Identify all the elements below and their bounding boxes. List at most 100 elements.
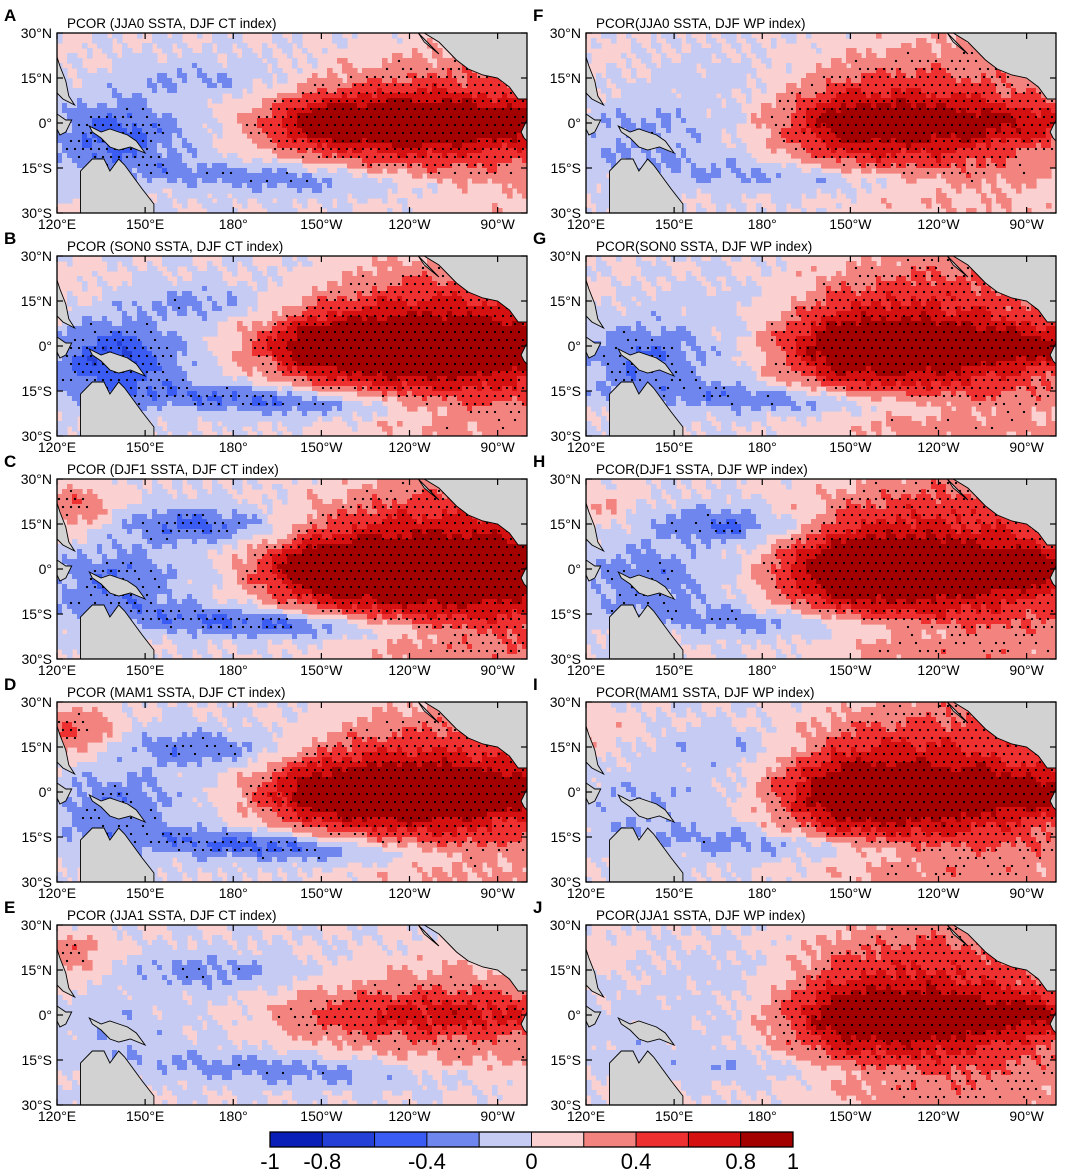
y-tick-label: 15°N bbox=[21, 293, 52, 309]
y-tick-label: 15°N bbox=[21, 739, 52, 755]
x-tick-label: 90°W bbox=[1009, 216, 1044, 232]
x-tick-label: 120°W bbox=[917, 439, 960, 455]
correlation-field bbox=[586, 33, 1056, 213]
correlation-field bbox=[586, 256, 1056, 436]
y-tick-label: 30°S bbox=[21, 1097, 52, 1113]
panel-j: 120°E 150°E 180° 150°W 120°W 90°W 30°N 15°N 0° 15… bbox=[533, 898, 1057, 1124]
y-tick-label: 30°S bbox=[550, 1097, 581, 1113]
x-tick-label: 90°W bbox=[480, 439, 515, 455]
panel-title: PCOR(MAM1 SSTA, DJF WP index) bbox=[596, 685, 815, 700]
x-tick-label: 150°E bbox=[126, 1108, 164, 1124]
x-tick-label: 120°W bbox=[917, 885, 960, 901]
x-tick-label: 150°E bbox=[655, 439, 693, 455]
x-tick-label: 180° bbox=[748, 662, 777, 678]
y-tick-label: 30°S bbox=[21, 428, 52, 444]
panel-letter: F bbox=[533, 6, 543, 25]
y-tick-label: 0° bbox=[568, 561, 581, 577]
y-tick-label: 30°S bbox=[550, 651, 581, 667]
y-tick-label: 15°S bbox=[550, 160, 581, 176]
x-tick-label: 150°W bbox=[300, 885, 343, 901]
colorbar: -1 -0.8 -0.4 0 0.4 0.8 1 bbox=[260, 1131, 799, 1174]
x-tick-label: 90°W bbox=[1009, 439, 1044, 455]
correlation-field bbox=[57, 702, 527, 882]
colorbar-segment bbox=[740, 1131, 794, 1148]
colorbar-label: 0.8 bbox=[725, 1149, 756, 1174]
y-tick-label: 30°N bbox=[21, 917, 52, 933]
colorbar-label: 0 bbox=[525, 1149, 537, 1174]
x-tick-label: 120°E bbox=[38, 1108, 76, 1124]
x-tick-label: 90°W bbox=[1009, 1108, 1044, 1124]
y-tick-label: 0° bbox=[39, 338, 52, 354]
panel-letter: H bbox=[533, 452, 545, 471]
x-tick-label: 120°W bbox=[388, 439, 431, 455]
panel-letter: A bbox=[4, 6, 16, 25]
x-tick-label: 120°W bbox=[388, 1108, 431, 1124]
colorbar-segment bbox=[269, 1131, 323, 1148]
colorbar-segment bbox=[478, 1131, 532, 1148]
x-tick-label: 180° bbox=[748, 439, 777, 455]
x-tick-label: 150°W bbox=[829, 1108, 872, 1124]
x-tick-label: 120°E bbox=[38, 885, 76, 901]
x-tick-label: 150°W bbox=[300, 662, 343, 678]
panel-letter: I bbox=[533, 675, 538, 694]
x-tick-label: 120°E bbox=[567, 885, 605, 901]
colorbar-segment bbox=[687, 1131, 742, 1148]
y-tick-label: 15°N bbox=[21, 962, 52, 978]
y-tick-label: 30°S bbox=[21, 205, 52, 221]
x-tick-label: 150°E bbox=[126, 216, 164, 232]
panel-e: 120°E 150°E 180° 150°W 120°W 90°W 30°N 15°N 0° 15… bbox=[4, 898, 528, 1124]
x-tick-label: 180° bbox=[219, 439, 248, 455]
y-tick-label: 30°N bbox=[550, 248, 581, 264]
y-tick-label: 15°S bbox=[21, 1052, 52, 1068]
x-tick-label: 120°W bbox=[917, 216, 960, 232]
panel-title: PCOR(JJA1 SSTA, DJF WP index) bbox=[596, 908, 806, 923]
x-tick-label: 90°W bbox=[1009, 885, 1044, 901]
land-mask bbox=[586, 702, 1056, 882]
land-mask bbox=[586, 33, 1056, 213]
y-tick-label: 30°S bbox=[550, 428, 581, 444]
correlation-field bbox=[586, 702, 1056, 882]
x-tick-label: 120°E bbox=[567, 216, 605, 232]
x-tick-label: 150°E bbox=[126, 439, 164, 455]
land-mask bbox=[57, 33, 527, 213]
colorbar-segment bbox=[321, 1131, 376, 1148]
colorbar-segment bbox=[531, 1131, 585, 1148]
y-tick-label: 0° bbox=[39, 1007, 52, 1023]
x-tick-label: 180° bbox=[219, 662, 248, 678]
x-tick-label: 90°W bbox=[1009, 662, 1044, 678]
y-tick-label: 15°N bbox=[550, 70, 581, 86]
x-tick-label: 90°W bbox=[480, 662, 515, 678]
panel-title: PCOR(SON0 SSTA, DJF WP index) bbox=[596, 239, 812, 254]
panel-letter: E bbox=[4, 898, 15, 917]
panel-title: PCOR(JJA0 SSTA, DJF WP index) bbox=[596, 16, 806, 31]
x-tick-label: 120°W bbox=[388, 216, 431, 232]
y-tick-label: 0° bbox=[568, 115, 581, 131]
y-tick-label: 30°S bbox=[550, 205, 581, 221]
panel-letter: G bbox=[533, 229, 546, 248]
y-tick-label: 15°S bbox=[21, 160, 52, 176]
y-tick-label: 30°N bbox=[550, 917, 581, 933]
y-tick-label: 30°N bbox=[550, 471, 581, 487]
y-tick-label: 15°S bbox=[550, 1052, 581, 1068]
land-mask bbox=[57, 479, 527, 659]
panel-title: PCOR (SON0 SSTA, DJF CT index) bbox=[67, 239, 283, 254]
y-tick-label: 30°S bbox=[21, 651, 52, 667]
y-tick-label: 15°S bbox=[21, 606, 52, 622]
panel-letter: B bbox=[4, 229, 16, 248]
x-tick-label: 120°E bbox=[567, 662, 605, 678]
significance-stippling bbox=[61, 943, 525, 1075]
y-tick-label: 15°N bbox=[21, 70, 52, 86]
panel-b: 120°E 150°E 180° 150°W 120°W 90°W 30°N 15°N 0° 15… bbox=[4, 229, 528, 455]
land-mask bbox=[586, 256, 1056, 436]
y-tick-label: 30°N bbox=[21, 25, 52, 41]
x-tick-label: 120°W bbox=[388, 662, 431, 678]
x-tick-label: 150°E bbox=[126, 885, 164, 901]
panel-letter: C bbox=[4, 452, 16, 471]
land-mask bbox=[586, 925, 1056, 1105]
x-tick-label: 150°W bbox=[300, 439, 343, 455]
panel-title: PCOR (JJA1 SSTA, DJF CT index) bbox=[67, 908, 277, 923]
x-tick-label: 180° bbox=[748, 1108, 777, 1124]
y-tick-label: 30°N bbox=[550, 694, 581, 710]
colorbar-segment bbox=[635, 1131, 689, 1148]
panel-title: PCOR (DJF1 SSTA, DJF CT index) bbox=[67, 462, 279, 477]
